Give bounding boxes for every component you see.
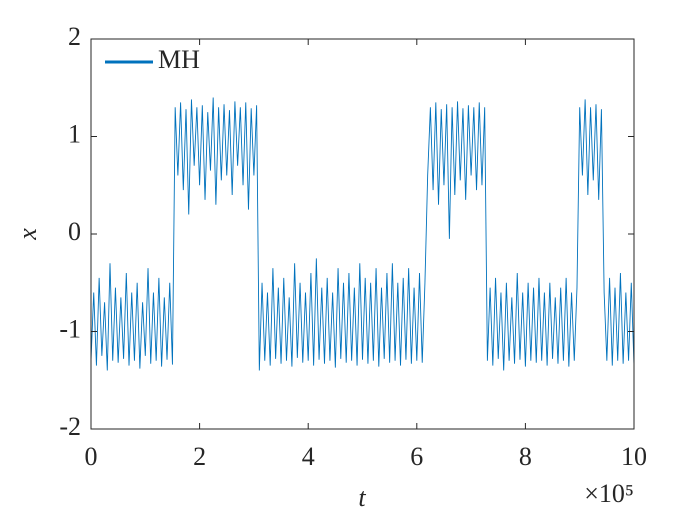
y-axis-label: x xyxy=(13,228,42,241)
x-axis-label: t xyxy=(358,483,366,512)
data-line xyxy=(90,97,635,371)
plot-area xyxy=(91,39,634,429)
x-tick-label: 10 xyxy=(621,442,647,471)
y-tick-label: -2 xyxy=(59,412,81,441)
y-tick-label: -1 xyxy=(59,314,81,343)
legend-label: MH xyxy=(158,45,200,74)
x-tick-label: 6 xyxy=(410,442,423,471)
x-tick-label: 4 xyxy=(302,442,315,471)
x-tick-label: 0 xyxy=(85,442,98,471)
x-tick-label: 8 xyxy=(519,442,532,471)
x-multiplier: ×10⁵ xyxy=(584,479,634,508)
y-tick-label: 2 xyxy=(68,22,81,51)
x-tick-label: 2 xyxy=(193,442,206,471)
y-tick-label: 0 xyxy=(68,217,81,246)
y-tick-label: 1 xyxy=(68,119,81,148)
